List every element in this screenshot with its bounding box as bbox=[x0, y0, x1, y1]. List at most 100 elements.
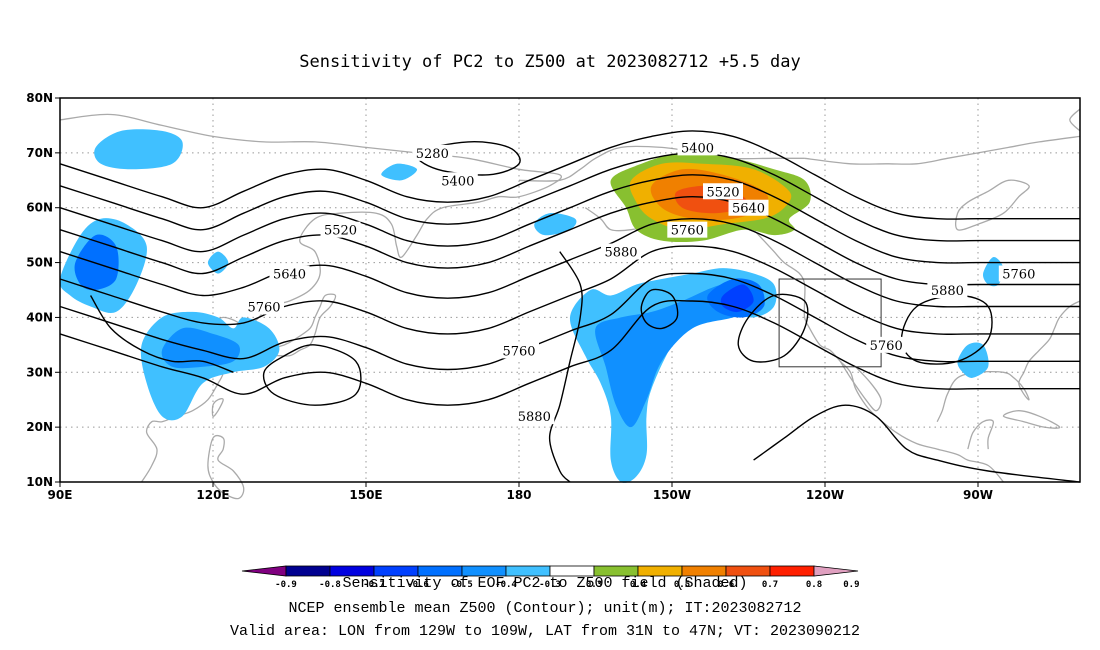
contour-label: 5520 bbox=[324, 224, 357, 239]
colorbar: -0.9 -0.8 -0.7 -0.6 -0.5 -0.4 -0.3 0.3 0.4 0.5 0.6… bbox=[241, 565, 860, 590]
contour-label: 5760 bbox=[247, 300, 280, 315]
lat-tick-label: 20N bbox=[26, 420, 53, 434]
z500-contour-line bbox=[59, 217, 1080, 308]
lon-tick-label: 150E bbox=[349, 488, 382, 502]
coast-greenland bbox=[1069, 108, 1081, 132]
chart-title: Sensitivity of PC2 to Z500 at 2023082712… bbox=[299, 52, 801, 72]
colorbar-tick-label: 0.3 bbox=[586, 580, 602, 590]
lon-tick-label: 150W bbox=[653, 488, 691, 502]
z500-contour-line bbox=[59, 174, 1080, 264]
z500-contour-line bbox=[59, 245, 1080, 335]
coast-canada-arctic bbox=[804, 135, 1081, 165]
coast-yucatan bbox=[967, 419, 995, 450]
colorbar-tick-label: -0.8 bbox=[319, 580, 341, 590]
lon-tick-label: 120E bbox=[196, 488, 229, 502]
coast-alaska bbox=[518, 145, 805, 182]
contour-label: 5640 bbox=[273, 268, 306, 283]
z500-contour-line bbox=[59, 195, 1080, 286]
contour-label-bg bbox=[677, 139, 718, 156]
contour-label: 5880 bbox=[518, 410, 551, 425]
shade-tibet-negative-core bbox=[74, 234, 119, 291]
caption-valid-area: Valid area: LON from 129W to 109W, LAT f… bbox=[230, 623, 860, 640]
colorbar-tick-label: 0.4 bbox=[630, 580, 647, 590]
lat-tick-label: 70N bbox=[26, 146, 53, 160]
contour-label: 5400 bbox=[441, 174, 474, 189]
valid-area-box bbox=[778, 278, 882, 368]
lon-tick-label: 120W bbox=[806, 488, 844, 502]
colorbar-tick-label: -0.9 bbox=[275, 580, 297, 590]
shade-russia-negative bbox=[94, 129, 183, 170]
colorbar-tick-label: -0.4 bbox=[495, 580, 517, 590]
coast-gulf-mexico bbox=[936, 300, 1081, 422]
colorbar-tick-label: -0.5 bbox=[451, 580, 473, 590]
contour-asia-south bbox=[90, 295, 234, 373]
contour-label-bg bbox=[269, 265, 310, 282]
contour-label: 5280 bbox=[416, 147, 449, 162]
colorbar-tick-label: -0.7 bbox=[363, 580, 385, 590]
contour-bering-low bbox=[415, 141, 521, 176]
map-panel: 5400 5520 5640 5760 5880 5280 5400 5520 5640 5760… bbox=[26, 91, 1081, 502]
contour-label: 5880 bbox=[931, 284, 964, 299]
lon-tick-labels: 90E120E150E180150W120W90W60W bbox=[48, 482, 993, 502]
contour-label-bg bbox=[320, 221, 361, 238]
contour-label-bg bbox=[514, 408, 555, 425]
contour-subtropical-east bbox=[753, 404, 1081, 483]
lat-tick-label: 40N bbox=[26, 310, 53, 324]
colorbar-tick-label: 0.9 bbox=[843, 580, 859, 590]
colorbar-tick-label: 0.5 bbox=[674, 580, 690, 590]
coast-cuba bbox=[1002, 410, 1061, 429]
contour-label: 5760 bbox=[870, 339, 903, 354]
contour-label-bg bbox=[437, 172, 478, 189]
lon-tick-label: 90W bbox=[963, 488, 993, 502]
lat-tick-label: 50N bbox=[26, 256, 53, 270]
shade-mexico-negative bbox=[957, 342, 989, 378]
contour-label: 5520 bbox=[706, 185, 739, 200]
contour-japan-trough bbox=[262, 344, 362, 406]
contour-subtropical-west bbox=[548, 251, 583, 483]
lat-tick-label: 60N bbox=[26, 201, 53, 215]
contour-label-bg bbox=[412, 144, 453, 161]
lat-tick-label: 30N bbox=[26, 365, 53, 379]
contour-label: 5400 bbox=[681, 141, 714, 156]
colorbar-segment bbox=[769, 565, 815, 577]
shade-okhotsk-negative bbox=[207, 251, 229, 274]
contour-label: 5760 bbox=[671, 224, 704, 239]
z500-contour-line bbox=[59, 272, 1080, 371]
colorbar-tick-label: 0.8 bbox=[806, 580, 822, 590]
contour-eastpac-high bbox=[640, 288, 679, 330]
contour-label-bg bbox=[703, 183, 743, 200]
coast-philippines bbox=[207, 434, 245, 500]
contour-label: 5880 bbox=[604, 246, 637, 261]
shade-china-negative-core bbox=[161, 327, 241, 369]
map-frame bbox=[59, 97, 1081, 483]
contour-label-bg bbox=[866, 336, 907, 353]
colorbar-tick-label: 0.7 bbox=[762, 580, 778, 590]
valid-area-rectangle bbox=[778, 278, 882, 368]
map-background bbox=[60, 98, 1080, 482]
z500-contour-line bbox=[59, 130, 1080, 220]
contour-label-bg bbox=[667, 221, 708, 238]
contour-label-bg bbox=[244, 298, 284, 315]
lat-tick-labels: 10N 20N 30N 40N 50N 60N 70N 80N bbox=[26, 91, 60, 489]
shade-bering-negative bbox=[381, 163, 418, 181]
colorbar-tick-label: -0.6 bbox=[407, 580, 429, 590]
lat-tick-label: 80N bbox=[26, 91, 53, 105]
contour-label: 5760 bbox=[502, 344, 535, 359]
contour-label-bg bbox=[499, 342, 539, 359]
lat-tick-label: 10N bbox=[26, 475, 53, 489]
colorbar-tick-label: -0.3 bbox=[539, 580, 561, 590]
caption-shading: Sensitivity of EOF PC2 to Z500 field (Sh… bbox=[342, 575, 747, 592]
contour-label-bg bbox=[927, 282, 968, 298]
shade-hudson-negative bbox=[982, 257, 1004, 287]
colorbar-tick-label: 0.6 bbox=[718, 580, 734, 590]
contour-label-bg bbox=[601, 243, 641, 260]
contour-label: 5640 bbox=[732, 202, 765, 217]
z500-contour-line bbox=[59, 299, 1080, 406]
coast-japan bbox=[263, 293, 337, 363]
coast-baja bbox=[839, 360, 882, 412]
contour-us-high bbox=[900, 294, 993, 365]
coast-siberia bbox=[59, 113, 562, 351]
colorbar-segment bbox=[285, 565, 331, 577]
sensitivity-shading bbox=[59, 129, 1004, 483]
